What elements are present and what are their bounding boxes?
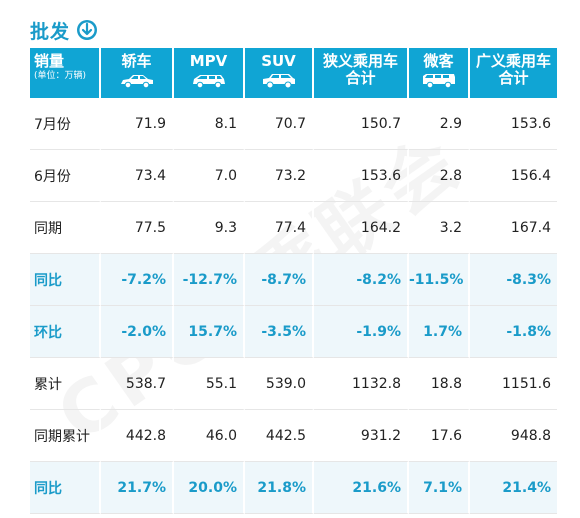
cell-value: 9.3 bbox=[174, 202, 245, 254]
cell-value: 153.6 bbox=[314, 150, 409, 202]
header-label: 微客 bbox=[423, 52, 454, 70]
header-broad-total: 广义乘用车 合计 bbox=[470, 48, 557, 98]
cell-value: -3.5% bbox=[245, 306, 314, 358]
header-narrow-total: 狭义乘用车 合计 bbox=[314, 48, 409, 98]
cell-value: -12.7% bbox=[174, 254, 245, 306]
table-row: 累计 538.7 55.1 539.0 1132.8 18.8 1151.6 bbox=[30, 358, 557, 410]
cell-value: 153.6 bbox=[470, 98, 557, 150]
cell-value: 7.1% bbox=[409, 462, 470, 514]
cell-value: 17.6 bbox=[409, 410, 470, 462]
cell-value: 21.7% bbox=[101, 462, 174, 514]
row-label: 累计 bbox=[30, 358, 101, 410]
cell-value: 164.2 bbox=[314, 202, 409, 254]
cell-value: 156.4 bbox=[470, 150, 557, 202]
header-label: 销量 bbox=[34, 52, 65, 70]
cell-value: 46.0 bbox=[174, 410, 245, 462]
sales-table: 销量 (单位：万辆) 轿车 MPV bbox=[30, 48, 557, 514]
cell-value: 71.9 bbox=[101, 98, 174, 150]
table-row: 7月份 71.9 8.1 70.7 150.7 2.9 153.6 bbox=[30, 98, 557, 150]
cell-value: -1.8% bbox=[470, 306, 557, 358]
cell-value: 539.0 bbox=[245, 358, 314, 410]
row-label: 同比 bbox=[30, 254, 101, 306]
table-row: 6月份 73.4 7.0 73.2 153.6 2.8 156.4 bbox=[30, 150, 557, 202]
row-label: 环比 bbox=[30, 306, 101, 358]
cell-value: -8.7% bbox=[245, 254, 314, 306]
cell-value: 1.7% bbox=[409, 306, 470, 358]
cell-value: 150.7 bbox=[314, 98, 409, 150]
cell-value: 73.4 bbox=[101, 150, 174, 202]
header-label: SUV bbox=[261, 52, 296, 70]
suv-icon bbox=[262, 74, 295, 89]
cell-value: 20.0% bbox=[174, 462, 245, 514]
cell-value: 2.8 bbox=[409, 150, 470, 202]
header-label: 狭义乘用车 合计 bbox=[322, 52, 398, 87]
cell-value: 77.5 bbox=[101, 202, 174, 254]
cell-value: 3.2 bbox=[409, 202, 470, 254]
header-minivan: 微客 bbox=[409, 48, 470, 98]
cell-value: 8.1 bbox=[174, 98, 245, 150]
table-header-row: 销量 (单位：万辆) 轿车 MPV bbox=[30, 48, 557, 98]
arrow-down-circle-icon[interactable] bbox=[76, 19, 98, 41]
cell-value: 7.0 bbox=[174, 150, 245, 202]
row-label: 同期累计 bbox=[30, 410, 101, 462]
header-suv: SUV bbox=[245, 48, 314, 98]
header-sedan: 轿车 bbox=[101, 48, 174, 98]
row-label: 同期 bbox=[30, 202, 101, 254]
header-label: 广义乘用车 合计 bbox=[475, 52, 551, 87]
row-label: 6月份 bbox=[30, 150, 101, 202]
cell-value: 1132.8 bbox=[314, 358, 409, 410]
header-label: 轿车 bbox=[121, 52, 152, 70]
cell-value: 21.6% bbox=[314, 462, 409, 514]
cell-value: 70.7 bbox=[245, 98, 314, 150]
cell-value: 15.7% bbox=[174, 306, 245, 358]
header-label: MPV bbox=[189, 52, 228, 70]
header-sales-unit: 销量 (单位：万辆) bbox=[30, 48, 101, 98]
row-label: 同比 bbox=[30, 462, 101, 514]
section-title: 批发 bbox=[30, 16, 98, 44]
cell-value: -7.2% bbox=[101, 254, 174, 306]
row-label: 7月份 bbox=[30, 98, 101, 150]
cell-value: 73.2 bbox=[245, 150, 314, 202]
cell-value: 948.8 bbox=[470, 410, 557, 462]
cell-value: 77.4 bbox=[245, 202, 314, 254]
cell-value: 167.4 bbox=[470, 202, 557, 254]
cell-value: 55.1 bbox=[174, 358, 245, 410]
cell-value: 442.8 bbox=[101, 410, 174, 462]
table-row-highlight: 同比 21.7% 20.0% 21.8% 21.6% 7.1% 21.4% bbox=[30, 462, 557, 514]
cell-value: 538.7 bbox=[101, 358, 174, 410]
table-row-highlight: 环比 -2.0% 15.7% -3.5% -1.9% 1.7% -1.8% bbox=[30, 306, 557, 358]
cell-value: 21.8% bbox=[245, 462, 314, 514]
minivan-icon bbox=[422, 74, 455, 89]
header-mpv: MPV bbox=[174, 48, 245, 98]
table-row: 同期 77.5 9.3 77.4 164.2 3.2 167.4 bbox=[30, 202, 557, 254]
cell-value: -1.9% bbox=[314, 306, 409, 358]
header-unit-note: (单位：万辆) bbox=[34, 71, 87, 81]
mpv-icon bbox=[192, 75, 225, 89]
cell-value: 1151.6 bbox=[470, 358, 557, 410]
table-body: 7月份 71.9 8.1 70.7 150.7 2.9 153.6 6月份 73… bbox=[30, 98, 557, 514]
cell-value: -11.5% bbox=[409, 254, 470, 306]
cell-value: -2.0% bbox=[101, 306, 174, 358]
table-row: 同期累计 442.8 46.0 442.5 931.2 17.6 948.8 bbox=[30, 410, 557, 462]
cell-value: 931.2 bbox=[314, 410, 409, 462]
sedan-icon bbox=[120, 75, 153, 89]
table-row-highlight: 同比 -7.2% -12.7% -8.7% -8.2% -11.5% -8.3% bbox=[30, 254, 557, 306]
cell-value: -8.3% bbox=[470, 254, 557, 306]
cell-value: 18.8 bbox=[409, 358, 470, 410]
cell-value: 442.5 bbox=[245, 410, 314, 462]
cell-value: -8.2% bbox=[314, 254, 409, 306]
section-title-text: 批发 bbox=[30, 20, 71, 43]
cell-value: 2.9 bbox=[409, 98, 470, 150]
cell-value: 21.4% bbox=[470, 462, 557, 514]
